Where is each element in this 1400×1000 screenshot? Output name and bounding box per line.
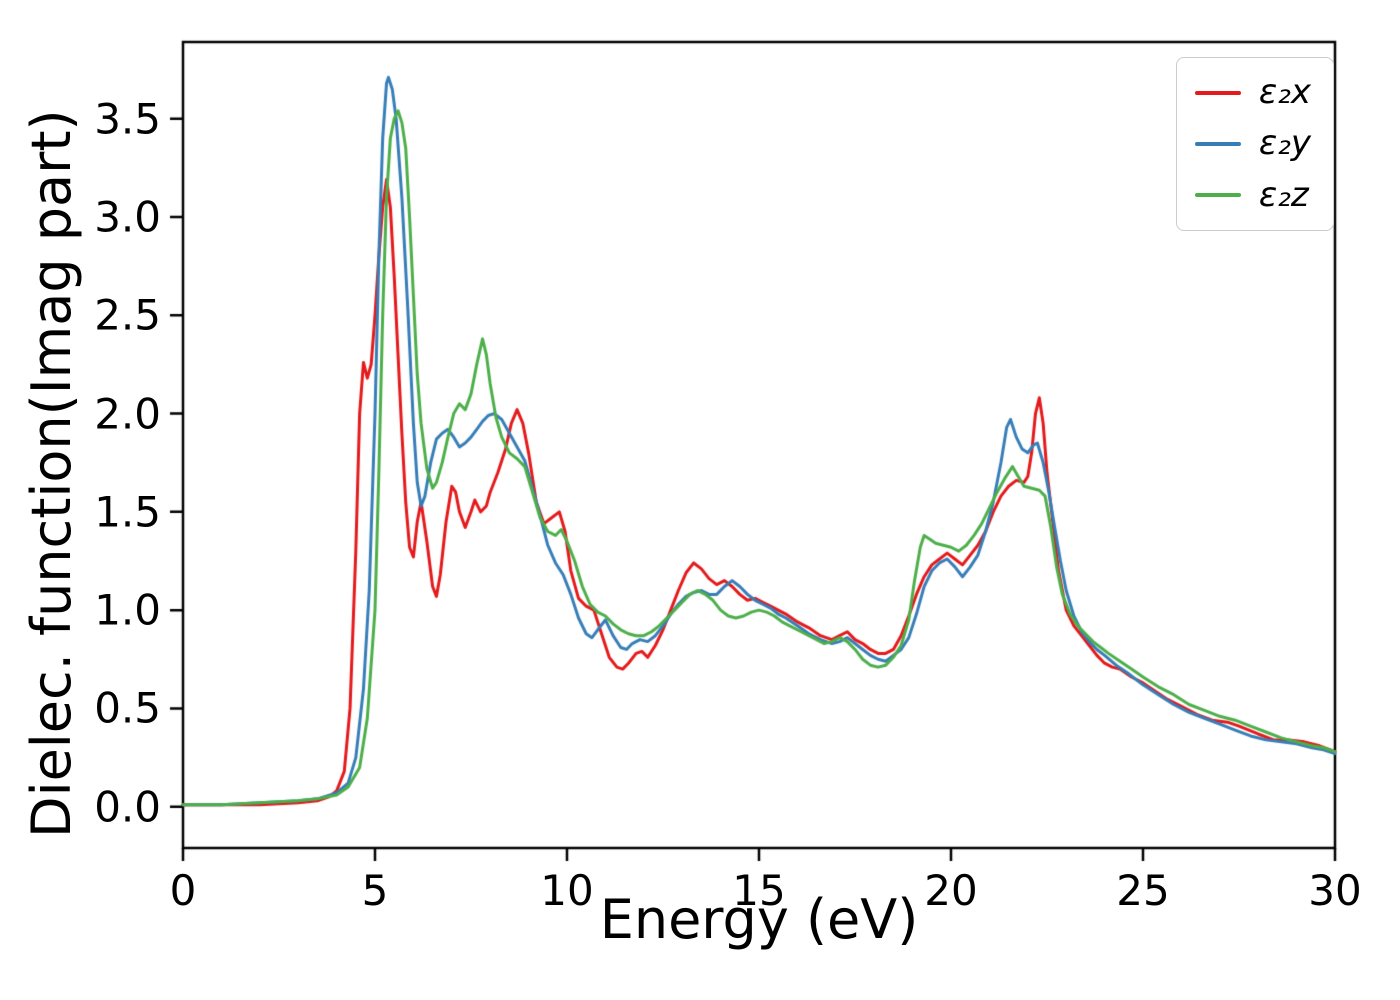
x-tick-label: 20 (924, 866, 978, 915)
y-tick-label: 0.0 (94, 782, 161, 832)
legend-line-swatch (1194, 90, 1241, 95)
y-tick-label: 1.5 (94, 487, 161, 537)
y-tick-label: 0.5 (94, 683, 161, 733)
x-axis-label: Energy (eV) (599, 888, 919, 951)
legend-entry: ε₂y (1194, 123, 1311, 164)
legend-entry: ε₂x (1194, 72, 1311, 112)
y-axis-label: Dielec. function(Imag part) (20, 109, 83, 838)
x-tick-label: 10 (540, 866, 594, 915)
legend-label: ε₂x (1258, 72, 1311, 112)
y-tick-label: 2.0 (94, 389, 161, 439)
legend-label: ε₂y (1258, 123, 1311, 164)
x-tick-label: 15 (732, 866, 786, 915)
legend-label: ε₂z (1258, 174, 1309, 215)
y-tick-label: 3.0 (94, 192, 161, 242)
x-tick-label: 30 (1308, 866, 1362, 915)
legend-line-swatch (1194, 142, 1241, 147)
legend-entry: ε₂z (1194, 174, 1311, 215)
legend: ε₂x ε₂y ε₂z (1175, 57, 1334, 232)
y-tick-label: 1.0 (94, 585, 161, 635)
x-tick-label: 0 (169, 866, 197, 915)
y-tick-label: 3.5 (94, 94, 161, 144)
x-tick-label: 25 (1116, 866, 1170, 915)
x-tick-label: 5 (361, 866, 389, 915)
legend-line-swatch (1194, 193, 1241, 198)
y-tick-label: 2.5 (94, 290, 161, 340)
